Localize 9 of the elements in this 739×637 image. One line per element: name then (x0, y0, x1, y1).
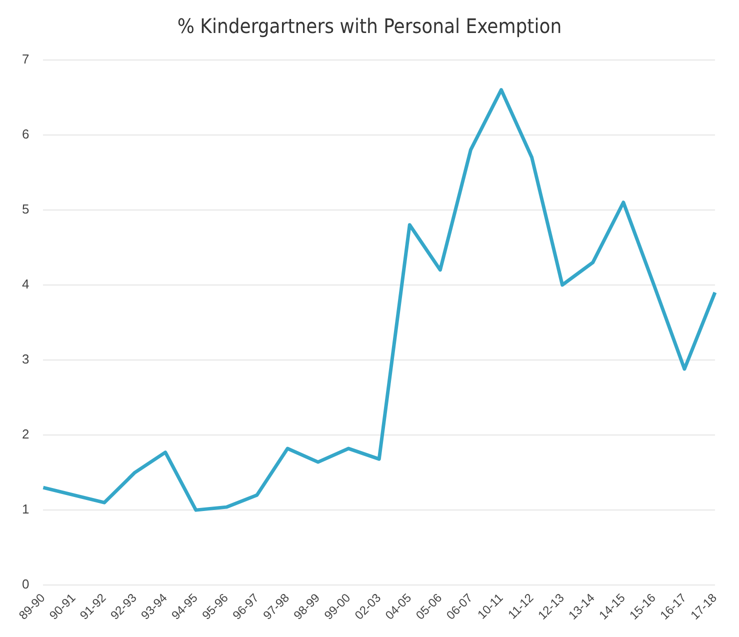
y-tick-label: 0 (22, 576, 30, 592)
chart-title: % Kindergartners with Personal Exemption (176, 14, 563, 38)
y-tick-label: 1 (22, 502, 30, 517)
y-tick-label: 4 (22, 276, 30, 292)
y-tick-label: 6 (22, 126, 30, 142)
y-tick-label: 5 (22, 201, 30, 216)
y-tick-label: 7 (22, 51, 30, 66)
y-tick-label: 3 (22, 352, 30, 367)
y-tick-label: 2 (22, 426, 30, 442)
